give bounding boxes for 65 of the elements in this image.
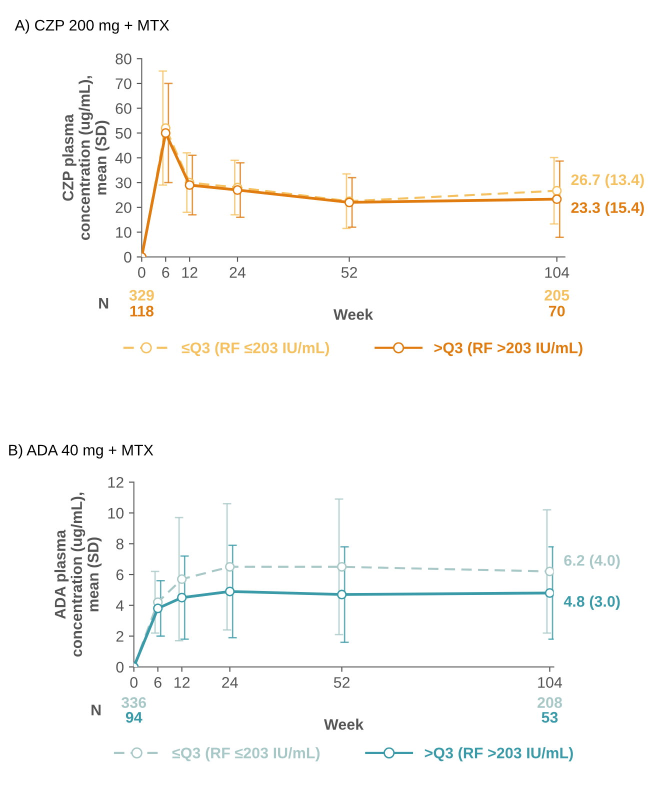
y-tick-label: 0	[116, 662, 124, 673]
x-tick-label: 104	[545, 267, 570, 278]
x-tick-label: 24	[222, 677, 238, 688]
y-tick-label: 10	[108, 508, 124, 519]
chart-title: A) CZP 200 mg + MTX	[14, 19, 170, 34]
y-tick-label: 20	[116, 202, 132, 214]
text: 6.2 (4.0)	[564, 554, 620, 569]
x-axis-title: Week	[333, 308, 374, 320]
y-tick-label: 40	[115, 152, 132, 164]
y-axis-title: CZP plasma concentration (ug/mL), mean (SD)	[62, 76, 110, 240]
legend-label: >Q3 (RF >203 IU/mL)	[424, 747, 573, 762]
x-tick-label: 6	[154, 677, 162, 688]
y-tick-label: 50	[116, 128, 132, 139]
x-axis-title: Week	[324, 718, 364, 730]
text: 23.3 (15.4)	[571, 202, 644, 216]
y-tick-label: 10	[116, 227, 132, 238]
point	[176, 592, 187, 602]
x-tick-label: 52	[334, 677, 350, 688]
y-tick-label: 2	[116, 630, 124, 642]
point	[232, 185, 242, 195]
point	[176, 574, 187, 584]
y-tick-label: 0	[124, 252, 132, 263]
y-tick-label: 6	[116, 569, 124, 580]
y-tick-label: 70	[116, 78, 132, 90]
point	[544, 566, 554, 576]
y-tick-label: 30	[116, 177, 132, 188]
text: 26.7 (13.4)	[571, 174, 644, 188]
text: N	[92, 704, 101, 716]
x-tick-label: 52	[341, 267, 358, 278]
text: 329	[129, 290, 154, 301]
point	[336, 590, 347, 600]
text: 4.8 (3.0)	[564, 596, 620, 610]
text: N	[99, 298, 108, 308]
y-axis-title: ADA plasma concentration (ug/mL), mean (SD)	[54, 492, 102, 657]
x-tick-label: 0	[138, 267, 146, 278]
chart-title: B) ADA 40 mg + MTX	[9, 444, 154, 459]
point	[152, 604, 163, 614]
x-tick-label: 12	[174, 677, 190, 688]
text: 205	[544, 290, 570, 301]
y-tick-label: 4	[116, 600, 124, 611]
x-tick-label: 6	[162, 267, 170, 278]
text: 118	[130, 306, 154, 317]
point	[184, 180, 194, 190]
y-tick-label: 60	[116, 103, 132, 114]
y-tick-label: 80	[116, 54, 132, 64]
legend-label: ≤Q3 (RF ≤203 IU/mL)	[182, 342, 330, 356]
point	[552, 186, 562, 196]
text: 53	[542, 712, 558, 723]
point	[552, 194, 562, 204]
point	[160, 128, 171, 138]
y-tick-label: 12	[108, 477, 124, 488]
x-tick-label: 104	[538, 677, 562, 688]
point	[224, 562, 235, 572]
text: 208	[538, 697, 562, 708]
x-tick-label: 24	[230, 267, 246, 278]
point	[544, 588, 554, 598]
text: 336	[121, 697, 146, 708]
point	[336, 562, 347, 572]
text: 70	[549, 306, 565, 317]
x-tick-label: 12	[182, 267, 198, 278]
point	[224, 586, 235, 596]
legend-label: >Q3 (RF >203 IU/mL)	[434, 342, 582, 356]
y-tick-label: 8	[116, 538, 124, 550]
legend-label: ≤Q3 (RF ≤203 IU/mL)	[172, 747, 320, 762]
text: 94	[126, 712, 142, 723]
